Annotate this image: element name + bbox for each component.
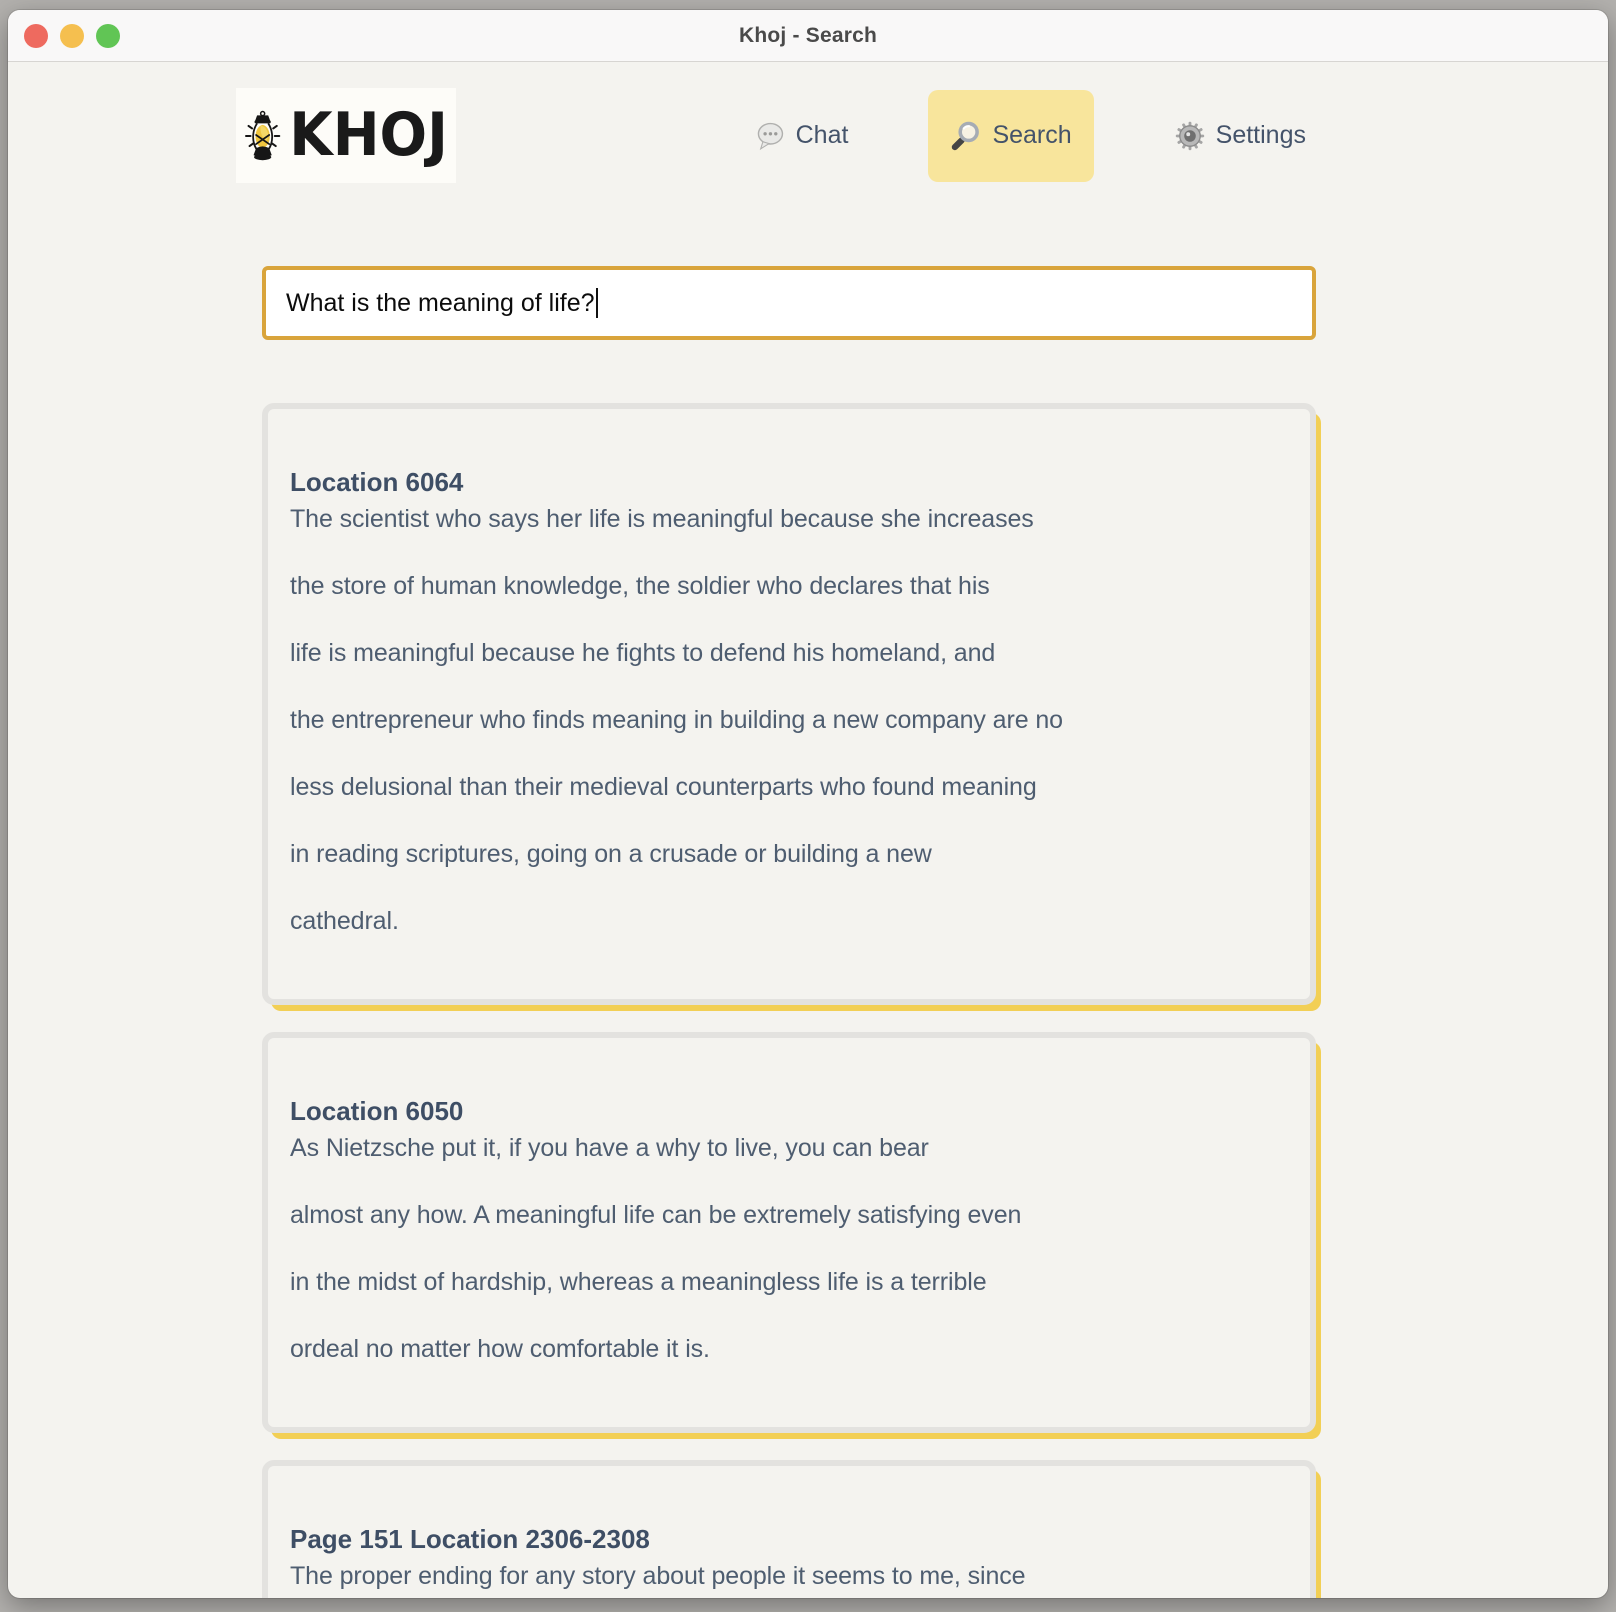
- result-body: The proper ending for any story about pe…: [290, 1561, 1284, 1592]
- result-line: the entrepreneur who finds meaning in bu…: [290, 706, 1063, 734]
- app-window: Khoj - Search: [8, 10, 1608, 1598]
- result-line: The scientist who says her life is meani…: [290, 505, 1034, 533]
- titlebar: Khoj - Search: [8, 10, 1608, 62]
- zoom-button[interactable]: [96, 23, 120, 48]
- window-title: Khoj - Search: [739, 23, 877, 47]
- result-line: ordeal no matter how comfortable it is.: [290, 1335, 710, 1363]
- result-card[interactable]: Location 6050 As Nietzsche put it, if yo…: [262, 1032, 1316, 1433]
- minimize-button[interactable]: [60, 23, 84, 48]
- result-body: The scientist who says her life is meani…: [290, 504, 1284, 937]
- brand-name: KHOJ: [289, 101, 448, 170]
- search-query-text: What is the meaning of life?: [286, 288, 595, 317]
- result-body: As Nietzsche put it, if you have a why t…: [290, 1133, 1284, 1365]
- nav-search-label: Search: [992, 121, 1072, 149]
- nav-chat-label: Chat: [795, 121, 849, 149]
- result-line: the store of human knowledge, the soldie…: [290, 572, 990, 600]
- result-title: Location 6064: [290, 467, 464, 497]
- result-title: Location 6050: [290, 1096, 464, 1126]
- result-card[interactable]: Page 151 Location 2306-2308 The proper e…: [262, 1460, 1316, 1598]
- search-bar-container: What is the meaning of life?: [262, 266, 1316, 340]
- result-line: The proper ending for any story about pe…: [290, 1562, 1026, 1590]
- result-line: cathedral.: [290, 907, 399, 935]
- result-line: As Nietzsche put it, if you have a why t…: [290, 1134, 929, 1162]
- chat-bubble-icon: [757, 122, 783, 150]
- result-line: in the midst of hardship, whereas a mean…: [290, 1268, 987, 1296]
- result-line: less delusional than their medieval coun…: [290, 773, 1037, 801]
- result-line: in reading scriptures, going on a crusad…: [290, 840, 932, 868]
- nav-bar: Chat Search: [740, 89, 1320, 182]
- result-card[interactable]: Location 6064 The scientist who says her…: [262, 403, 1316, 1005]
- close-button[interactable]: [24, 23, 48, 48]
- traffic-lights: [24, 23, 120, 48]
- nav-chat[interactable]: Chat: [740, 110, 863, 162]
- gear-icon: [1175, 121, 1204, 150]
- result-line: almost any how. A meaningful life can be…: [290, 1201, 1022, 1229]
- search-results: Location 6064 The scientist who says her…: [262, 403, 1316, 1598]
- khoj-logo: KHOJ: [236, 88, 456, 183]
- text-cursor: [595, 288, 598, 318]
- header: KHOJ Chat Search: [8, 62, 1608, 183]
- nav-search[interactable]: Search: [928, 89, 1094, 182]
- lantern-icon: [245, 110, 281, 160]
- result-title: Page 151 Location 2306-2308: [290, 1524, 650, 1554]
- nav-settings-label: Settings: [1215, 121, 1306, 149]
- search-input[interactable]: What is the meaning of life?: [262, 266, 1316, 340]
- magnifying-glass-icon: [952, 121, 980, 150]
- nav-settings[interactable]: Settings: [1160, 110, 1320, 162]
- result-line: life is meaningful because he fights to …: [290, 639, 996, 667]
